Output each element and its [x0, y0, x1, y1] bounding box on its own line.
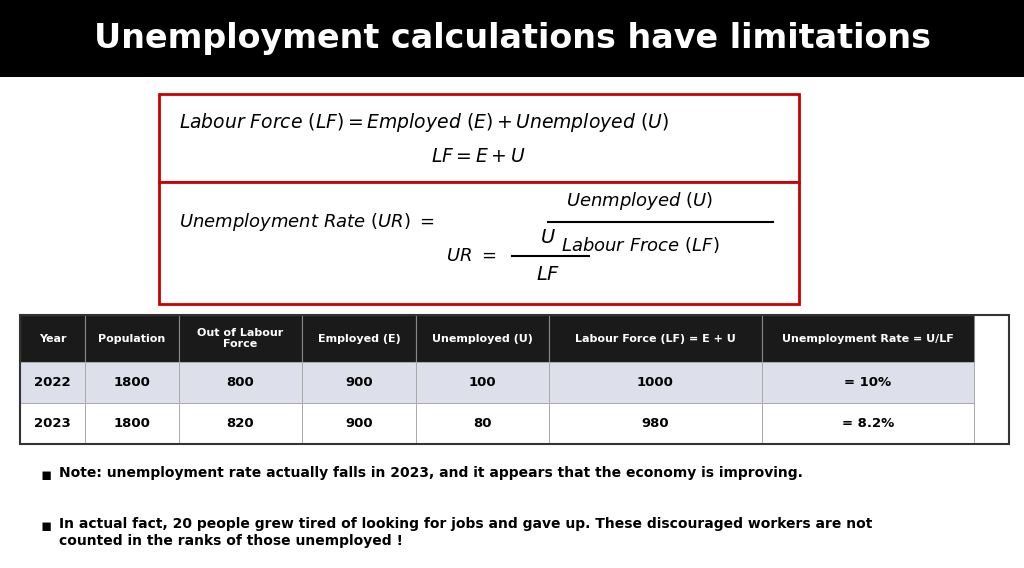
- Text: Population: Population: [98, 333, 165, 344]
- FancyBboxPatch shape: [178, 362, 302, 403]
- Text: 800: 800: [226, 376, 254, 389]
- FancyBboxPatch shape: [416, 315, 549, 362]
- Text: 980: 980: [642, 417, 670, 429]
- Text: 100: 100: [469, 376, 497, 389]
- Text: 900: 900: [345, 417, 373, 429]
- FancyBboxPatch shape: [302, 362, 416, 403]
- Text: Note: unemployment rate actually falls in 2023, and it appears that the economy : Note: unemployment rate actually falls i…: [59, 466, 803, 481]
- FancyBboxPatch shape: [0, 0, 1024, 77]
- Text: ▪: ▪: [41, 466, 52, 485]
- Text: $\mathit{UR\ =}$: $\mathit{UR\ =}$: [446, 247, 497, 265]
- Text: Unemployment Rate = U/LF: Unemployment Rate = U/LF: [782, 333, 953, 344]
- Text: 2022: 2022: [34, 376, 71, 389]
- Text: In actual fact, 20 people grew tired of looking for jobs and gave up. These disc: In actual fact, 20 people grew tired of …: [59, 517, 872, 548]
- Text: Unemployment calculations have limitations: Unemployment calculations have limitatio…: [93, 22, 931, 55]
- Text: Year: Year: [39, 333, 67, 344]
- FancyBboxPatch shape: [159, 182, 799, 304]
- Text: 1800: 1800: [114, 417, 151, 429]
- Text: 80: 80: [473, 417, 492, 429]
- FancyBboxPatch shape: [762, 403, 974, 444]
- Text: $\mathit{U}$: $\mathit{U}$: [540, 228, 556, 247]
- Text: Labour Force (LF) = E + U: Labour Force (LF) = E + U: [575, 333, 736, 344]
- Text: = 10%: = 10%: [844, 376, 891, 389]
- Text: ▪: ▪: [41, 517, 52, 536]
- Text: $\mathit{Labour\ Force\ (LF) = Employed\ (E) + Unemployed\ (U)}$: $\mathit{Labour\ Force\ (LF) = Employed\…: [179, 111, 669, 133]
- FancyBboxPatch shape: [178, 315, 302, 362]
- FancyBboxPatch shape: [549, 403, 762, 444]
- Text: = 8.2%: = 8.2%: [842, 417, 894, 429]
- FancyBboxPatch shape: [762, 315, 974, 362]
- FancyBboxPatch shape: [85, 362, 178, 403]
- Text: Out of Labour
Force: Out of Labour Force: [198, 328, 284, 349]
- FancyBboxPatch shape: [549, 362, 762, 403]
- Text: 1000: 1000: [637, 376, 674, 389]
- Text: $\mathit{Labour\ Froce\ (LF)}$: $\mathit{Labour\ Froce\ (LF)}$: [561, 235, 719, 255]
- FancyBboxPatch shape: [416, 362, 549, 403]
- Text: $\mathit{Unemployment\ Rate\ (UR)\ =}$: $\mathit{Unemployment\ Rate\ (UR)\ =}$: [179, 211, 435, 233]
- FancyBboxPatch shape: [159, 94, 799, 182]
- Text: 900: 900: [345, 376, 373, 389]
- FancyBboxPatch shape: [302, 403, 416, 444]
- Text: 820: 820: [226, 417, 254, 429]
- FancyBboxPatch shape: [20, 315, 85, 362]
- Text: Employed (E): Employed (E): [317, 333, 400, 344]
- FancyBboxPatch shape: [416, 403, 549, 444]
- FancyBboxPatch shape: [178, 403, 302, 444]
- Text: 2023: 2023: [34, 417, 71, 429]
- Text: 1800: 1800: [114, 376, 151, 389]
- FancyBboxPatch shape: [20, 403, 85, 444]
- FancyBboxPatch shape: [85, 315, 178, 362]
- FancyBboxPatch shape: [85, 403, 178, 444]
- Text: Unemployed (U): Unemployed (U): [432, 333, 532, 344]
- Text: $\mathit{LF = E + U}$: $\mathit{LF = E + U}$: [431, 147, 526, 166]
- Text: $\mathit{Uenmployed\ (U)}$: $\mathit{Uenmployed\ (U)}$: [566, 190, 714, 211]
- FancyBboxPatch shape: [20, 362, 85, 403]
- FancyBboxPatch shape: [302, 315, 416, 362]
- FancyBboxPatch shape: [762, 362, 974, 403]
- FancyBboxPatch shape: [549, 315, 762, 362]
- Text: $\mathit{LF}$: $\mathit{LF}$: [536, 265, 560, 284]
